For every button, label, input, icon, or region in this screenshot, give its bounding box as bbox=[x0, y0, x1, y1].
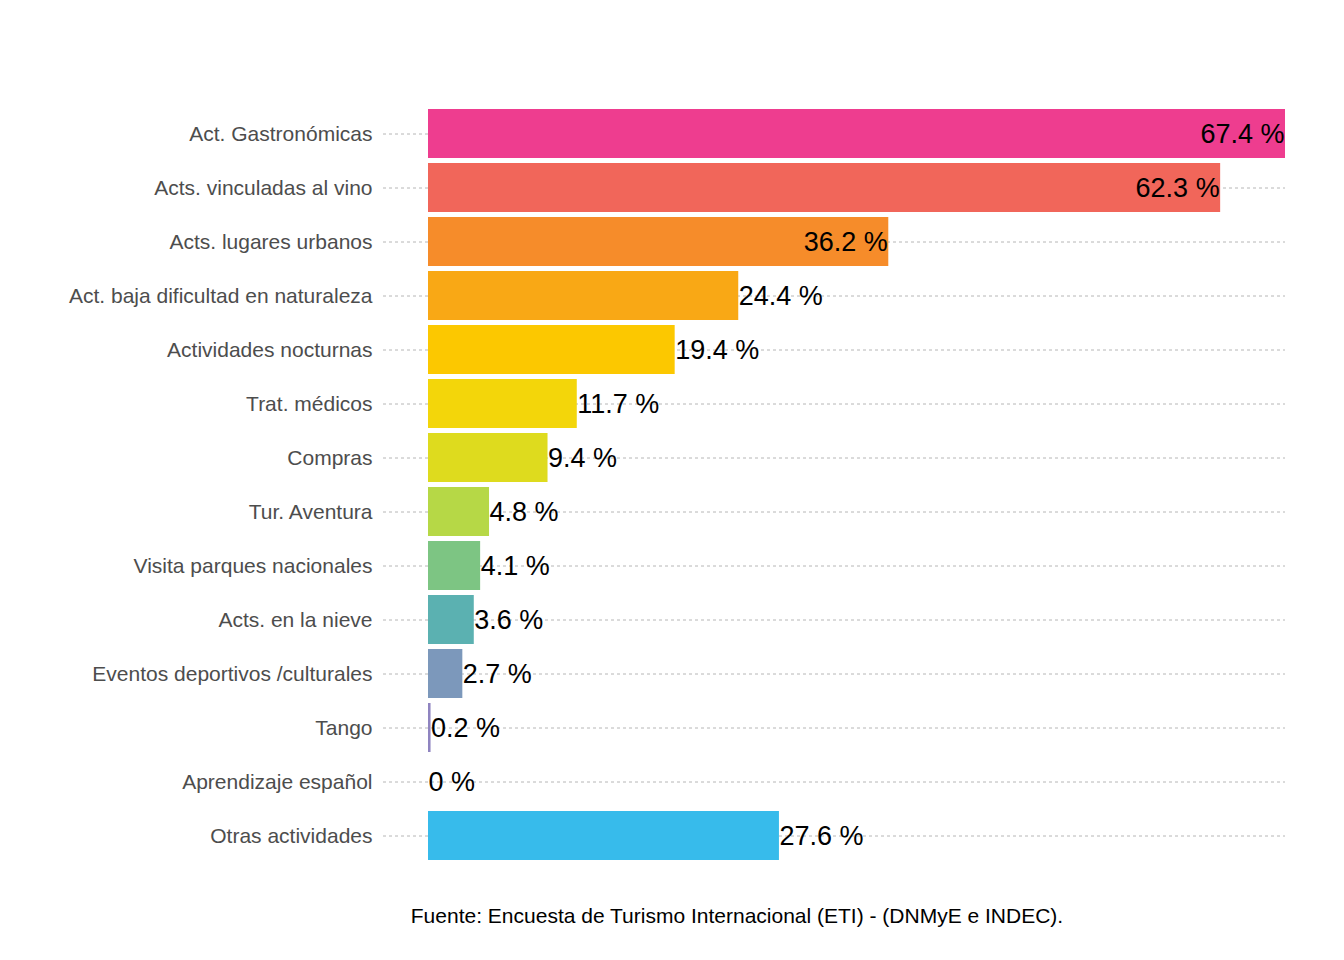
svg-text:0.2 %: 0.2 % bbox=[431, 713, 500, 743]
svg-text:36.2 %: 36.2 % bbox=[804, 227, 888, 257]
svg-text:Actividades nocturnas: Actividades nocturnas bbox=[167, 338, 372, 361]
svg-text:Visita parques nacionales: Visita parques nacionales bbox=[134, 554, 373, 577]
svg-text:4.8 %: 4.8 % bbox=[490, 497, 559, 527]
svg-text:24.4 %: 24.4 % bbox=[739, 281, 823, 311]
svg-text:Eventos deportivos /culturales: Eventos deportivos /culturales bbox=[92, 662, 372, 685]
svg-text:2.7 %: 2.7 % bbox=[463, 659, 532, 689]
svg-text:Otras actividades: Otras actividades bbox=[210, 824, 372, 847]
svg-text:62.3 %: 62.3 % bbox=[1136, 173, 1220, 203]
svg-text:Acts. lugares urbanos: Acts. lugares urbanos bbox=[169, 230, 372, 253]
svg-text:Tur. Aventura: Tur. Aventura bbox=[249, 500, 373, 523]
svg-text:Acts. vinculadas al vino: Acts. vinculadas al vino bbox=[154, 176, 372, 199]
svg-text:67.4 %: 67.4 % bbox=[1200, 119, 1284, 149]
svg-text:3.6 %: 3.6 % bbox=[474, 605, 543, 635]
svg-text:Aprendizaje español: Aprendizaje español bbox=[182, 770, 372, 793]
html-text:Fuente: Encuesta de Turismo In: Fuente: Encuesta de Turismo Internaciona… bbox=[410, 904, 1064, 927]
svg-text:Compras: Compras bbox=[287, 446, 372, 469]
svg-text:27.6 %: 27.6 % bbox=[779, 821, 863, 851]
svg-text:11.7 %: 11.7 % bbox=[577, 389, 659, 419]
svg-text:Acts. en la nieve: Acts. en la nieve bbox=[218, 608, 372, 631]
svg-text:19.4 %: 19.4 % bbox=[675, 335, 759, 365]
svg-text:Act. Gastronómicas: Act. Gastronómicas bbox=[189, 122, 372, 145]
svg-text:Trat. médicos: Trat. médicos bbox=[246, 392, 372, 415]
svg-text:4.1 %: 4.1 % bbox=[481, 551, 550, 581]
svg-text:9.4 %: 9.4 % bbox=[548, 443, 617, 473]
svg-text:Act. baja dificultad en natura: Act. baja dificultad en naturaleza bbox=[69, 284, 373, 307]
svg-text:0 %: 0 % bbox=[429, 767, 476, 797]
svg-text:Tango: Tango bbox=[315, 716, 372, 739]
